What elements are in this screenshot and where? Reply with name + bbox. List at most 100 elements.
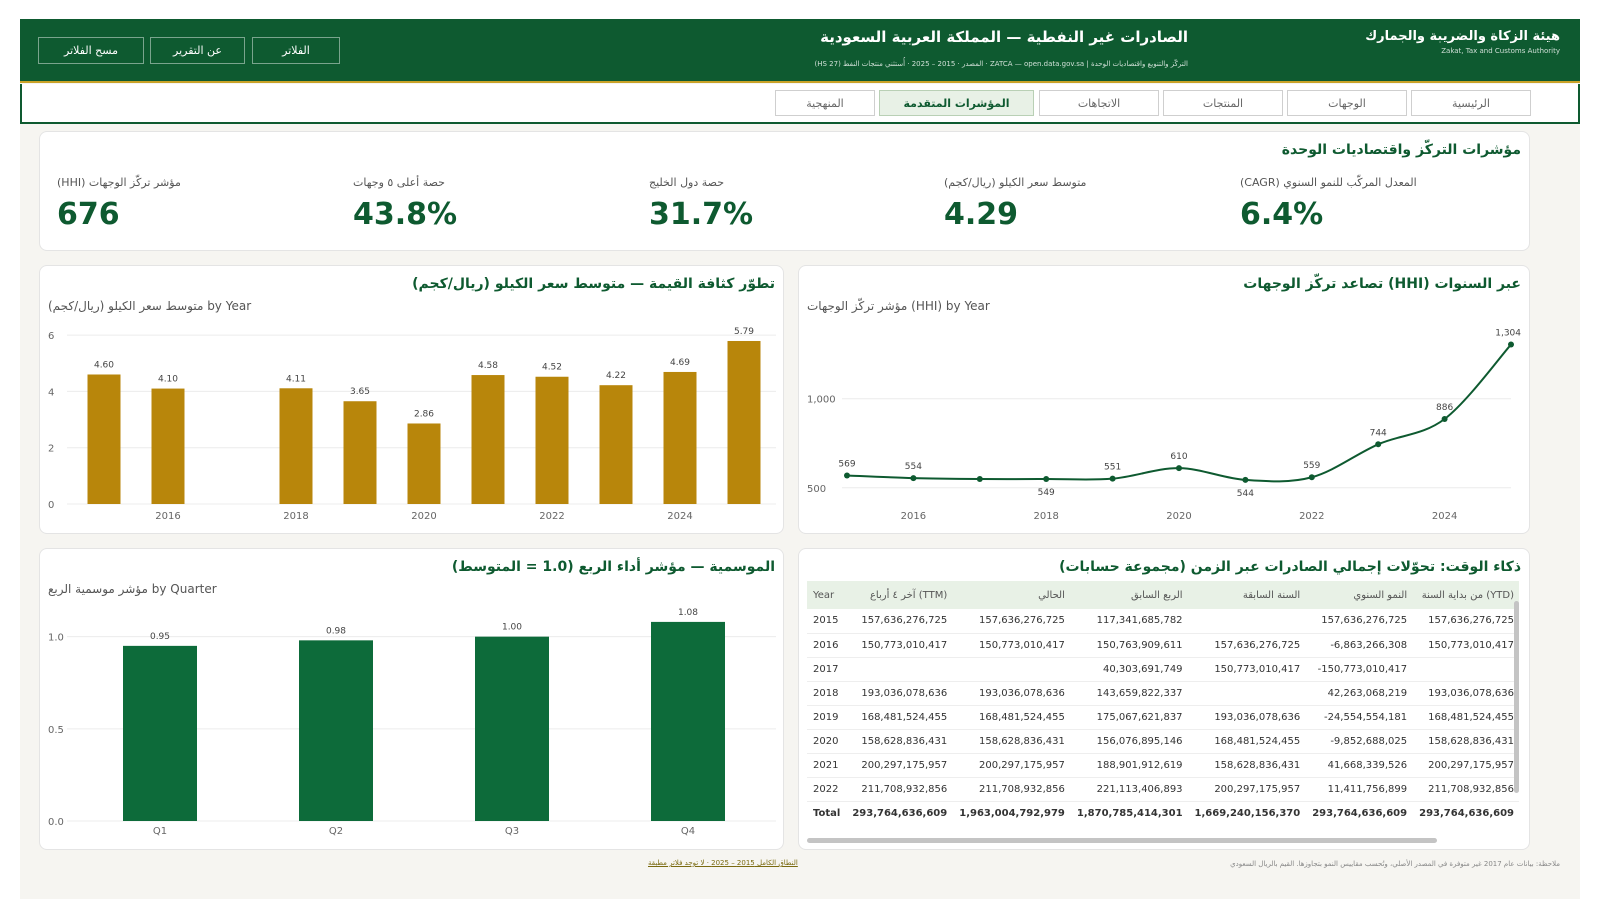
tab-methodology[interactable]: المنهجية — [775, 90, 875, 116]
hhi-data-label: 1,304 — [1495, 329, 1521, 339]
column-header[interactable]: من بداية السنة (YTD) — [1413, 581, 1519, 609]
table-horizontal-scrollbar[interactable] — [807, 838, 1437, 843]
price-bar — [87, 374, 121, 504]
hhi-point — [910, 475, 917, 482]
hhi-data-label: 549 — [1038, 488, 1055, 498]
hhi-point — [844, 472, 850, 479]
hhi-data-label: 551 — [1104, 463, 1121, 473]
price-xtick: 2024 — [667, 511, 692, 522]
table-cell: 157,636,276,725 — [1413, 609, 1519, 634]
table-cell: 150,773,010,417 — [953, 633, 1071, 658]
table-cell: 168,481,524,455 — [1188, 729, 1307, 754]
about-button[interactable]: عن التقرير — [150, 37, 245, 64]
clear-filters-button[interactable]: مسح الفلاتر — [38, 37, 144, 64]
total-cell: 1,963,004,792,979 — [953, 800, 1071, 825]
hhi-xtick: 2022 — [1299, 511, 1324, 522]
kpi-label: مؤشر تركّز الوجهات (HHI) — [57, 176, 181, 189]
price-data-label: 4.11 — [286, 374, 306, 384]
column-header[interactable]: Year — [807, 581, 847, 609]
price-data-label: 4.58 — [478, 361, 498, 371]
price-xtick: 2016 — [155, 511, 180, 522]
tab-home[interactable]: الرئيسية — [1411, 90, 1531, 116]
kpi-label: المعدل المركّب للنمو السنوي (CAGR) — [1240, 176, 1417, 189]
kpi-avg-price: متوسط سعر الكيلو (ريال/كجم) 4.29 — [944, 176, 1184, 232]
price-data-label: 3.65 — [350, 387, 370, 397]
table-row: 2021 200,297,175,957 200,297,175,957 188,90… — [807, 753, 1519, 778]
table-cell: -6,863,266,308 — [1306, 633, 1414, 658]
kpi-card: مؤشرات التركّز واقتصاديات الوحدة المعدل … — [39, 131, 1530, 251]
table-cell: 150,763,909,611 — [1070, 633, 1189, 658]
tab-advanced-indicators[interactable]: المؤشرات المتقدمة — [879, 90, 1034, 116]
table-cell: 2018 — [807, 681, 847, 706]
kpi-value: 43.8% — [353, 197, 458, 232]
kpi-label: حصة دول الخليج — [649, 176, 725, 189]
hhi-xtick: 2024 — [1432, 511, 1457, 522]
authority-name-en: Zakat, Tax and Customs Authority — [1441, 47, 1560, 55]
hhi-data-label: 886 — [1436, 403, 1453, 413]
price-data-label: 4.60 — [94, 360, 114, 370]
table-cell: 221,113,406,893 — [1070, 777, 1189, 802]
table-cell: 175,067,621,837 — [1070, 705, 1189, 730]
table-cell — [846, 657, 954, 682]
price-data-label: 4.22 — [606, 371, 626, 381]
hhi-data-label: 569 — [838, 459, 855, 469]
season-ytick: 1.0 — [48, 633, 64, 644]
table-cell — [1188, 609, 1307, 634]
price-bar — [535, 376, 569, 504]
column-header[interactable]: النمو السنوي — [1306, 581, 1414, 609]
table-vertical-scrollbar[interactable] — [1514, 601, 1519, 793]
tab-destinations[interactable]: الوجهات — [1287, 90, 1407, 116]
total-cell: 293,764,636,609 — [1306, 800, 1414, 825]
table-cell: -9,852,688,025 — [1306, 729, 1414, 754]
hhi-chart-subtitle: مؤشر تركّز الوجهات (HHI) by Year — [807, 299, 990, 313]
price-bar — [279, 388, 313, 504]
table-cell: 156,076,895,146 — [1070, 729, 1189, 754]
column-header[interactable]: آخر ٤ أرباع (TTM) — [846, 581, 954, 609]
table-row: 2016 150,773,010,417 150,773,010,417 150,76… — [807, 633, 1519, 658]
hhi-line-chart: 500 1,000 2016 2018 2020 2022 2024 569 554 549 551… — [807, 329, 1521, 522]
price-bar — [471, 375, 505, 504]
tab-trends[interactable]: الاتجاهات — [1039, 90, 1159, 116]
column-header[interactable]: السنة السابقة — [1188, 581, 1307, 609]
table-cell: 200,297,175,957 — [1413, 753, 1519, 778]
column-header[interactable]: الربع السابق — [1070, 581, 1189, 609]
filter-range-link[interactable]: النطاق الكامل 2015 – 2025 · لا توجد فلات… — [648, 859, 798, 867]
footer-note: ملاحظة: بيانات عام 2017 غير متوفرة في ال… — [1230, 860, 1560, 868]
table-cell: 150,773,010,417 — [1188, 657, 1307, 682]
table-cell — [1413, 657, 1519, 682]
table-body: 2015 157,636,276,725 157,636,276,725 117,34… — [807, 609, 1519, 802]
table-cell: 143,659,822,337 — [1070, 681, 1189, 706]
column-header[interactable]: الحالي — [953, 581, 1071, 609]
tab-products[interactable]: المنتجات — [1163, 90, 1283, 116]
table-cell: 193,036,078,636 — [1413, 681, 1519, 706]
table-cell: 158,628,836,431 — [1188, 753, 1307, 778]
price-bar — [663, 371, 697, 504]
hhi-xtick: 2016 — [901, 511, 926, 522]
hhi-point — [1308, 474, 1315, 481]
season-xtick: Q2 — [329, 826, 343, 837]
table-cell: 150,773,010,417 — [846, 633, 954, 658]
time-intelligence-table[interactable]: Year آخر ٤ أرباع (TTM) الحالي الربع السابق ا… — [807, 581, 1519, 836]
table-cell: 157,636,276,725 — [1188, 633, 1307, 658]
total-cell: 1,870,785,414,301 — [1070, 800, 1189, 825]
season-data-label: 0.95 — [150, 632, 170, 642]
filters-button[interactable]: الفلاتر — [252, 37, 340, 64]
table-cell — [1188, 681, 1307, 706]
table-cell: 2020 — [807, 729, 847, 754]
page-title: الصادرات غير النفطية — المملكة العربية ا… — [820, 28, 1188, 46]
price-bar — [599, 385, 633, 504]
price-ytick: 0 — [48, 500, 54, 511]
kpi-label: حصة أعلى ٥ وجهات — [353, 176, 445, 189]
hhi-point — [1508, 341, 1514, 348]
table-cell: 42,263,068,219 — [1306, 681, 1414, 706]
season-xtick: Q4 — [681, 826, 695, 837]
hhi-point — [1176, 465, 1182, 472]
hhi-point — [1109, 475, 1116, 482]
seasonality-chart-subtitle: مؤشر موسمية الربع by Quarter — [48, 582, 217, 596]
table-row: 2020 158,628,836,431 158,628,836,431 156,07… — [807, 729, 1519, 754]
hhi-data-label: 554 — [905, 462, 922, 472]
total-cell: 293,764,636,609 — [1413, 800, 1519, 825]
table-cell: 211,708,932,856 — [1413, 777, 1519, 802]
hhi-point — [1375, 441, 1382, 448]
authority-name-ar: هيئة الزكاة والضريبة والجمارك — [1365, 29, 1560, 44]
